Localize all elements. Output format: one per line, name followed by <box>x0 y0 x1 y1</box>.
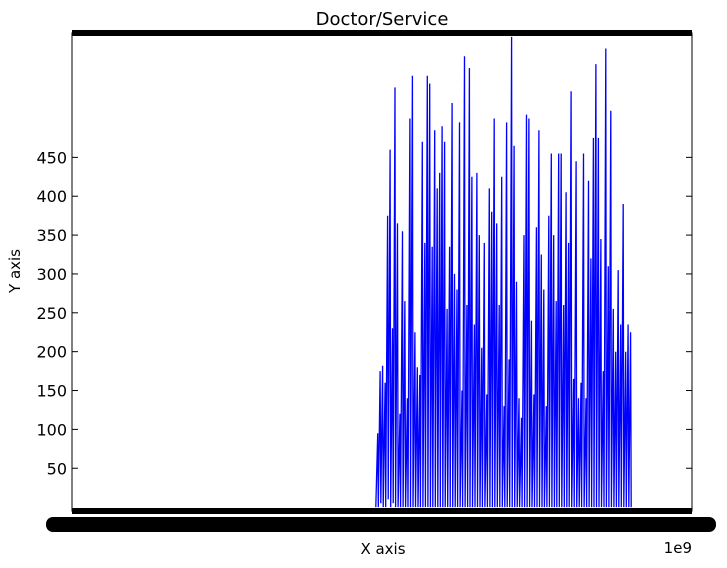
y-tick-label: 150 <box>36 382 67 401</box>
x-axis-label: X axis <box>360 540 405 558</box>
y-tick-label: 200 <box>36 343 67 362</box>
chart-title: Doctor/Service <box>316 9 449 30</box>
y-tick-label: 450 <box>36 148 67 167</box>
x-tick-labels-overlap <box>46 517 716 532</box>
y-tick-label: 400 <box>36 187 67 206</box>
y-axis-label: Y axis <box>6 249 24 294</box>
x-offset-label: 1e9 <box>664 539 692 557</box>
series-line <box>375 36 632 508</box>
y-tick-label: 350 <box>36 226 67 245</box>
y-tick-label: 300 <box>36 265 67 284</box>
top-tick-band <box>72 30 692 36</box>
bottom-tick-band <box>72 508 692 514</box>
y-tick-label: 50 <box>47 459 67 478</box>
y-tick-label: 100 <box>36 420 67 439</box>
y-tick-label: 250 <box>36 304 67 323</box>
dense-tick-layer <box>46 30 716 532</box>
tick-layer: 50 100 150 200 250 300 350 400 450 <box>36 148 692 478</box>
series-layer <box>375 36 632 508</box>
